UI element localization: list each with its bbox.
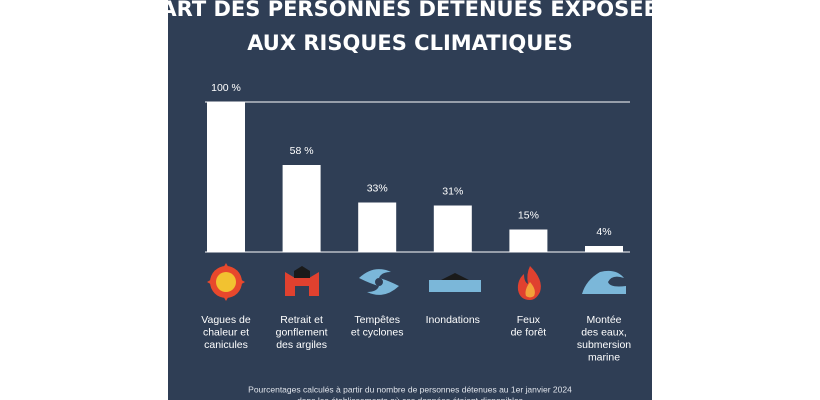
bar (585, 246, 623, 252)
icons (207, 263, 626, 301)
category-label: Feux (517, 314, 541, 326)
bar (282, 165, 321, 252)
category-label: Vagues de (201, 314, 251, 326)
sun-icon (207, 263, 245, 301)
category-label: gonflement (276, 326, 328, 338)
value-label: 31% (442, 185, 463, 197)
category-label: Montée (586, 314, 621, 326)
category-label: canicules (204, 339, 248, 351)
clay-icon (285, 266, 319, 296)
chart-title: PART DES PERSONNES DÉTENUES EXPOSÉES (147, 0, 673, 21)
category-label: marine (588, 351, 620, 363)
bar (358, 202, 397, 252)
category-label: Inondations (426, 314, 480, 326)
category-label: des eaux, (581, 326, 627, 338)
cyclone-icon (359, 269, 399, 295)
flood-icon (429, 273, 481, 292)
wave-icon (582, 270, 626, 294)
value-label: 33% (367, 182, 388, 194)
category-label: Retrait et (280, 314, 323, 326)
footnote: Pourcentages calculés à partir du nombre… (248, 384, 572, 394)
value-label: 4% (596, 226, 611, 238)
category-label: submersion (577, 339, 631, 351)
category-label: chaleur et (203, 326, 249, 338)
fire-icon (517, 266, 541, 300)
bar (433, 205, 472, 252)
footnote: dans les établissements où ces données é… (297, 395, 523, 400)
value-label: 15% (518, 209, 539, 221)
value-label: 58 % (290, 145, 314, 157)
category-label: Tempêtes (354, 314, 400, 326)
chart-title: AUX RISQUES CLIMATIQUES (247, 31, 573, 55)
category-label: de forêt (511, 326, 547, 338)
bar (509, 229, 548, 252)
value-label: 100 % (211, 82, 241, 94)
bar (207, 102, 245, 252)
category-label: et cyclones (351, 326, 404, 338)
panel (168, 0, 652, 400)
category-label: des argiles (276, 339, 327, 351)
